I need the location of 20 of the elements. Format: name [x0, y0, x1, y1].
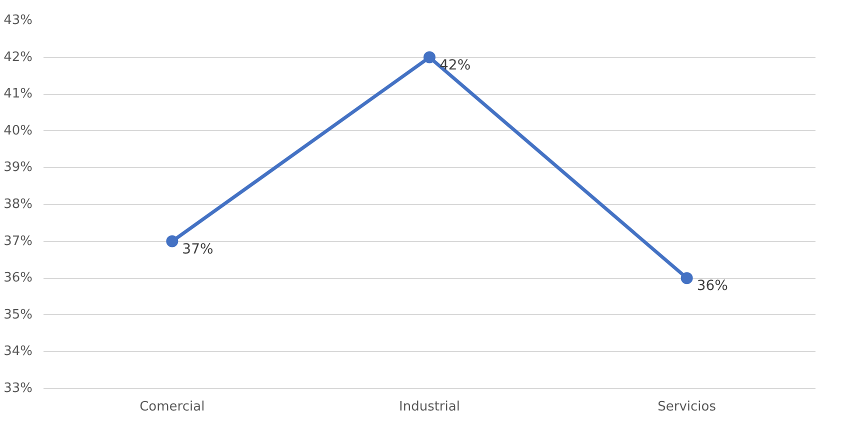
y-tick-label: 39% — [4, 160, 33, 176]
point — [424, 51, 436, 64]
point — [680, 272, 693, 284]
x-tick-label: Servicios — [658, 400, 716, 414]
y-tick-label: 38% — [4, 197, 33, 212]
text: 36% — [696, 278, 728, 294]
text: 42% — [440, 57, 471, 74]
x-tick-label: Comercial — [140, 400, 205, 414]
y-tick-label: 33% — [4, 381, 33, 396]
y-tick-label: 42% — [4, 50, 33, 65]
y-tick-label: 41% — [4, 86, 33, 102]
x-tick-label: Industrial — [399, 400, 460, 414]
y-tick-label: 36% — [4, 270, 33, 286]
y-tick-label: 35% — [4, 307, 33, 322]
y-tick-label: 40% — [4, 123, 33, 138]
y-tick-label: 37% — [4, 234, 33, 249]
text: 37% — [182, 241, 214, 258]
y-tick-label: 34% — [4, 344, 33, 360]
point — [166, 235, 178, 248]
y-tick-label: 43% — [4, 13, 33, 28]
